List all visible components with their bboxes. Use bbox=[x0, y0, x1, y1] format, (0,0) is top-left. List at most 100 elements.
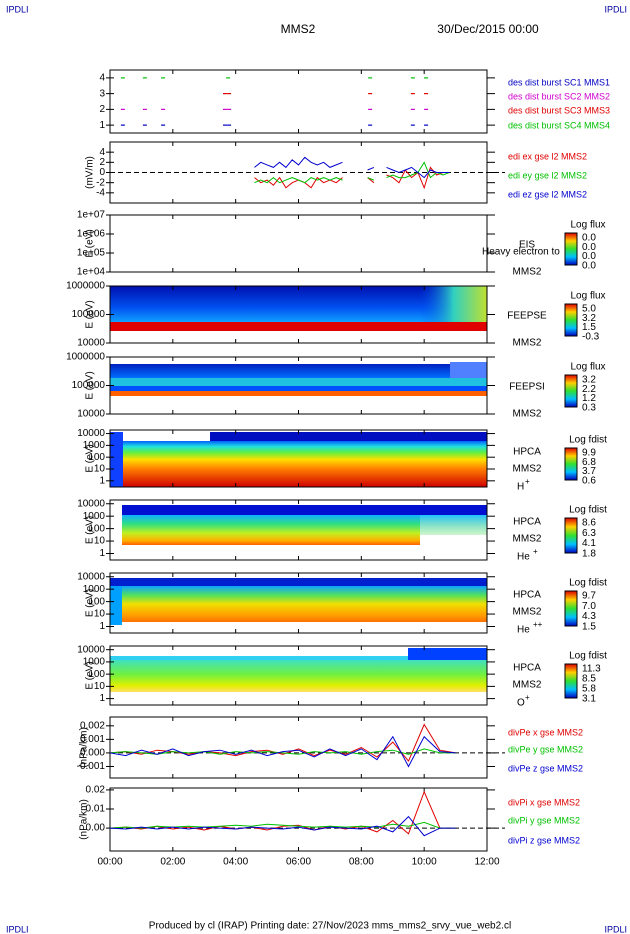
colorbar bbox=[564, 663, 578, 699]
colorbar-title: Log fdist bbox=[569, 505, 607, 516]
y-tick-label: 0.00 bbox=[86, 823, 106, 834]
y-tick-label: 2 bbox=[99, 157, 105, 168]
colorbar-tick-label: 0.6 bbox=[582, 476, 596, 487]
legend-entry: divPi x gse MMS2 bbox=[508, 797, 580, 807]
y-tick-label: 3 bbox=[99, 88, 105, 99]
colorbar-tick-label: 5.8 bbox=[582, 683, 596, 694]
instrument-label: FEEPSE bbox=[507, 311, 547, 322]
colorbar-tick-label: 4.3 bbox=[582, 611, 596, 622]
colorbar-tick-label: 3.2 bbox=[582, 313, 596, 324]
y-axis-label: E (eV) bbox=[85, 229, 96, 257]
species-charge: + bbox=[525, 693, 530, 702]
y-tick-label: 10000 bbox=[77, 571, 105, 582]
x-tick-label: 08:00 bbox=[349, 857, 374, 868]
y-tick-label: 1000000 bbox=[66, 352, 105, 363]
colorbar-tick-label: 3.2 bbox=[582, 375, 596, 386]
y-tick-label: 100 bbox=[88, 452, 105, 463]
y-axis-label: (nPa/km) bbox=[79, 727, 90, 768]
y-tick-label: 0.001 bbox=[80, 734, 105, 745]
y-tick-label: 10 bbox=[94, 464, 106, 475]
colorbar-tick-label: 1.8 bbox=[582, 548, 596, 559]
legend-entry: divPe y gse MMS2 bbox=[508, 744, 583, 754]
panel-frame bbox=[109, 69, 488, 134]
colorbar-tick-label: 8.5 bbox=[582, 674, 596, 685]
colorbar-tick-label: 7.0 bbox=[582, 601, 596, 612]
note: Heavy electron to bbox=[482, 247, 560, 258]
colorbar-title: Log flux bbox=[570, 362, 605, 373]
spectrogram-band bbox=[122, 505, 487, 515]
data-line bbox=[109, 735, 456, 768]
colorbar-tick-label: 1.5 bbox=[582, 621, 596, 632]
colorbar-tick-label: 0.0 bbox=[582, 251, 596, 262]
colorbar-tick-label: 4.1 bbox=[582, 538, 596, 549]
y-axis-label: E (eV) bbox=[85, 661, 96, 689]
y-tick-label: -2 bbox=[96, 177, 105, 188]
x-tick-label: 06:00 bbox=[286, 857, 311, 868]
y-tick-label: -0.001 bbox=[77, 761, 106, 772]
x-tick-label: 10:00 bbox=[412, 857, 437, 868]
colorbar-tick-label: 9.9 bbox=[582, 448, 596, 459]
legend-entry: des dist burst SC1 MMS1 bbox=[508, 77, 610, 87]
spacecraft-label: MMS2 bbox=[513, 267, 542, 278]
data-line bbox=[109, 815, 456, 837]
colorbar-tick-label: 0.0 bbox=[582, 242, 596, 253]
colorbar-title: Log fdist bbox=[569, 435, 607, 446]
colorbar bbox=[564, 303, 578, 337]
legend-entry: edi ey gse l2 MMS2 bbox=[508, 170, 587, 180]
spectrogram-band bbox=[420, 515, 487, 535]
spectrogram-band bbox=[210, 432, 487, 441]
y-tick-label: 1 bbox=[99, 693, 105, 704]
colorbar-tick-label: 9.7 bbox=[582, 591, 596, 602]
y-tick-label: 1000000 bbox=[66, 281, 105, 292]
y-tick-label: 100 bbox=[88, 596, 105, 607]
colorbar bbox=[564, 590, 578, 627]
spacecraft-label: MMS2 bbox=[513, 680, 542, 691]
species-label: O bbox=[517, 698, 525, 709]
y-tick-label: 10000 bbox=[77, 409, 105, 420]
colorbar bbox=[564, 517, 578, 554]
y-tick-label: 100000 bbox=[72, 309, 106, 320]
colorbar bbox=[564, 447, 578, 481]
spacecraft-label: MMS2 bbox=[513, 409, 542, 420]
x-tick-label: 12:00 bbox=[474, 857, 499, 868]
corner-label: IPDLI bbox=[6, 924, 29, 934]
x-tick-label: 02:00 bbox=[160, 857, 185, 868]
spectrogram-band bbox=[450, 362, 487, 378]
date: 30/Dec/2015 00:00 bbox=[437, 22, 539, 36]
species-label: He bbox=[517, 552, 530, 563]
y-tick-label: 1 bbox=[99, 120, 105, 131]
legend-entry: edi ez gse l2 MMS2 bbox=[508, 189, 587, 199]
instrument-label: EIS bbox=[519, 240, 535, 251]
legend-entry: edi ex gse l2 MMS2 bbox=[508, 151, 587, 161]
corner-label: IPDLI bbox=[604, 4, 627, 14]
colorbar bbox=[564, 374, 578, 408]
y-tick-label: 10 bbox=[94, 609, 106, 620]
colorbar-title: Log fdist bbox=[569, 651, 607, 662]
spectrogram-band bbox=[110, 364, 487, 378]
y-tick-label: 1 bbox=[99, 475, 105, 486]
data-line bbox=[254, 156, 450, 179]
colorbar-tick-label: 6.3 bbox=[582, 528, 596, 539]
spacecraft-label: MMS2 bbox=[513, 464, 542, 475]
y-tick-label: 1000 bbox=[83, 657, 106, 668]
legend-entry: divPi z gse MMS2 bbox=[508, 835, 580, 845]
colorbar-tick-label: 8.6 bbox=[582, 518, 596, 529]
legend-entry: divPi y gse MMS2 bbox=[508, 815, 580, 825]
spectrogram-band bbox=[420, 286, 487, 322]
y-tick-label: 10000 bbox=[77, 644, 105, 655]
colorbar-tick-label: 3.7 bbox=[582, 466, 596, 477]
y-tick-label: 10000 bbox=[77, 428, 105, 439]
y-tick-label: 1e+07 bbox=[77, 210, 106, 221]
y-tick-label: 10000 bbox=[77, 498, 105, 509]
y-tick-label: 0.002 bbox=[80, 720, 105, 731]
species-charge: ++ bbox=[533, 620, 543, 629]
y-tick-label: 1000 bbox=[83, 584, 106, 595]
y-tick-label: 0.02 bbox=[86, 785, 106, 796]
legend-entry: des dist burst SC4 MMS4 bbox=[508, 120, 610, 130]
colorbar-title: Log flux bbox=[570, 291, 605, 302]
spectrogram-band bbox=[110, 322, 487, 331]
colorbar-tick-label: 1.5 bbox=[582, 322, 596, 333]
spectrogram-band bbox=[110, 386, 487, 391]
spectrogram-band bbox=[110, 586, 122, 625]
